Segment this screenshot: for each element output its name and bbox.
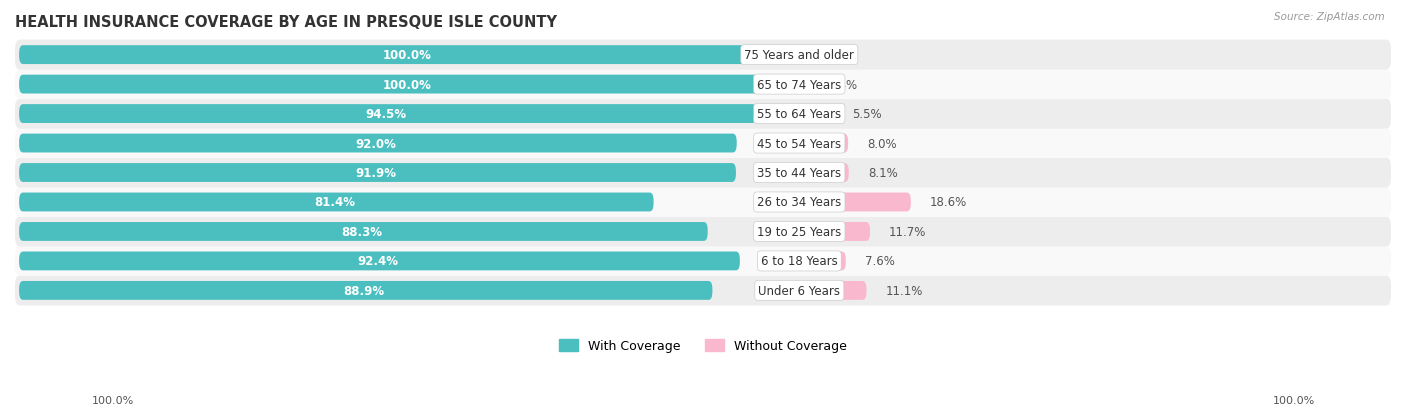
FancyBboxPatch shape bbox=[15, 70, 1391, 100]
Text: 92.0%: 92.0% bbox=[356, 137, 396, 150]
Text: 81.4%: 81.4% bbox=[314, 196, 354, 209]
Text: 100.0%: 100.0% bbox=[382, 78, 432, 91]
FancyBboxPatch shape bbox=[15, 129, 1391, 159]
Text: 7.6%: 7.6% bbox=[865, 255, 894, 268]
FancyBboxPatch shape bbox=[15, 158, 1391, 188]
Text: 8.0%: 8.0% bbox=[868, 137, 897, 150]
Text: 8.1%: 8.1% bbox=[868, 166, 897, 180]
Legend: With Coverage, Without Coverage: With Coverage, Without Coverage bbox=[554, 335, 852, 357]
Text: 94.5%: 94.5% bbox=[366, 108, 406, 121]
Text: 45 to 54 Years: 45 to 54 Years bbox=[758, 137, 841, 150]
Text: 100.0%: 100.0% bbox=[91, 395, 134, 405]
Text: 91.9%: 91.9% bbox=[354, 166, 396, 180]
Text: 6 to 18 Years: 6 to 18 Years bbox=[761, 255, 838, 268]
FancyBboxPatch shape bbox=[800, 134, 848, 153]
FancyBboxPatch shape bbox=[800, 281, 866, 300]
Text: 88.3%: 88.3% bbox=[340, 225, 382, 238]
FancyBboxPatch shape bbox=[15, 188, 1391, 218]
FancyBboxPatch shape bbox=[800, 164, 849, 183]
Text: 26 to 34 Years: 26 to 34 Years bbox=[758, 196, 841, 209]
Text: 55 to 64 Years: 55 to 64 Years bbox=[758, 108, 841, 121]
FancyBboxPatch shape bbox=[20, 76, 800, 94]
FancyBboxPatch shape bbox=[20, 193, 654, 212]
Text: 11.7%: 11.7% bbox=[889, 225, 927, 238]
Text: Under 6 Years: Under 6 Years bbox=[758, 284, 841, 297]
Text: 88.9%: 88.9% bbox=[343, 284, 384, 297]
Text: 5.5%: 5.5% bbox=[852, 108, 882, 121]
FancyBboxPatch shape bbox=[800, 223, 870, 241]
FancyBboxPatch shape bbox=[20, 164, 735, 183]
FancyBboxPatch shape bbox=[800, 193, 911, 212]
Text: 0.0%: 0.0% bbox=[820, 49, 849, 62]
FancyBboxPatch shape bbox=[800, 105, 834, 124]
Text: 100.0%: 100.0% bbox=[382, 49, 432, 62]
FancyBboxPatch shape bbox=[20, 105, 756, 124]
Text: 35 to 44 Years: 35 to 44 Years bbox=[758, 166, 841, 180]
FancyBboxPatch shape bbox=[20, 134, 737, 153]
Text: HEALTH INSURANCE COVERAGE BY AGE IN PRESQUE ISLE COUNTY: HEALTH INSURANCE COVERAGE BY AGE IN PRES… bbox=[15, 15, 557, 30]
Text: 65 to 74 Years: 65 to 74 Years bbox=[758, 78, 841, 91]
Text: 11.1%: 11.1% bbox=[886, 284, 922, 297]
Text: Source: ZipAtlas.com: Source: ZipAtlas.com bbox=[1274, 12, 1385, 22]
FancyBboxPatch shape bbox=[15, 276, 1391, 306]
Text: 75 Years and older: 75 Years and older bbox=[744, 49, 855, 62]
FancyBboxPatch shape bbox=[20, 46, 800, 65]
FancyBboxPatch shape bbox=[15, 246, 1391, 276]
FancyBboxPatch shape bbox=[15, 217, 1391, 247]
Text: 18.6%: 18.6% bbox=[929, 196, 967, 209]
FancyBboxPatch shape bbox=[20, 281, 713, 300]
Text: 92.4%: 92.4% bbox=[357, 255, 398, 268]
FancyBboxPatch shape bbox=[15, 99, 1391, 129]
Text: 0.04%: 0.04% bbox=[820, 78, 858, 91]
FancyBboxPatch shape bbox=[15, 40, 1391, 71]
FancyBboxPatch shape bbox=[20, 223, 707, 241]
FancyBboxPatch shape bbox=[20, 252, 740, 271]
Text: 100.0%: 100.0% bbox=[1272, 395, 1315, 405]
FancyBboxPatch shape bbox=[800, 252, 846, 271]
Text: 19 to 25 Years: 19 to 25 Years bbox=[758, 225, 841, 238]
